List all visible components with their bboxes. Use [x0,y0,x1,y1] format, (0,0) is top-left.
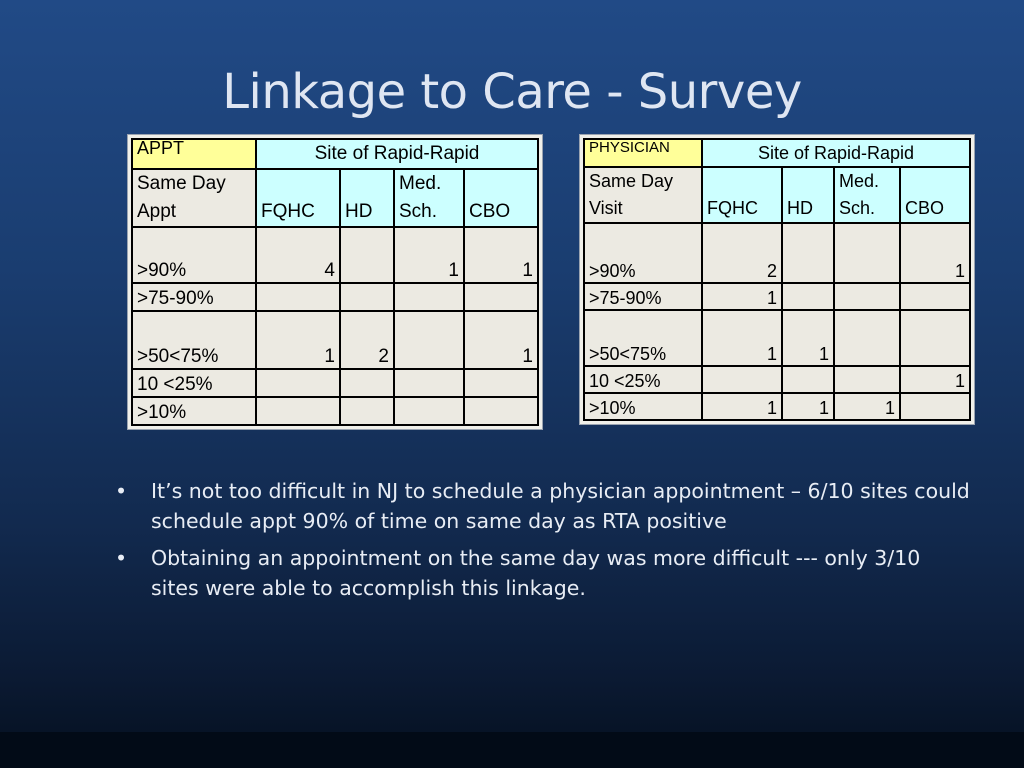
cell-fqhc [255,282,341,312]
cell-hd [781,365,835,394]
bullet-dot-icon: • [115,479,128,503]
cell-hd [339,396,395,426]
cell-hd [339,226,395,284]
row-header-line2: Visit [589,198,623,218]
cell-fqhc: 1 [701,282,783,311]
cell-hd [781,222,835,284]
cell-cbo [899,392,971,421]
cell-med-sch [833,365,901,394]
col-header-med-sch: Med. Sch. [393,168,465,228]
row-header-line2: Appt [137,201,177,222]
cell-med-sch [833,282,901,311]
cell-fqhc [701,365,783,394]
row-label: 10 <25% [131,368,257,398]
cell-cbo [463,396,539,426]
row-label: >10% [131,396,257,426]
table-row: >75-90% 1 [583,282,971,311]
table-corner-label: PHYSICIAN [583,138,703,168]
cell-med-sch [393,396,465,426]
bullet-item: • Obtaining an appointment on the same d… [113,543,973,603]
cell-fqhc: 1 [255,310,341,370]
col-header-cbo: CBO [463,168,539,228]
cell-med-sch [393,368,465,398]
table-corner-label: APPT [131,138,257,170]
appt-table-frame: APPT Site of Rapid-Rapid Same Day Appt F… [127,134,543,430]
slide-title: Linkage to Care - Survey [222,64,802,120]
cell-cbo: 1 [463,226,539,284]
col-header-fqhc: FQHC [255,168,341,228]
row-label: 10 <25% [583,365,703,394]
row-label: >90% [131,226,257,284]
bullet-list: • It’s not too difficult in NJ to schedu… [113,476,973,610]
bullet-item: • It’s not too difficult in NJ to schedu… [113,476,973,536]
col-header-cbo: CBO [899,166,971,224]
row-label: >75-90% [583,282,703,311]
site-header: Site of Rapid-Rapid [701,138,971,168]
col-header-fqhc: FQHC [701,166,783,224]
cell-fqhc: 4 [255,226,341,284]
physician-table: PHYSICIAN Site of Rapid-Rapid Same Day V… [583,138,971,421]
table-row: >50<75% 1 2 1 [131,310,539,370]
cell-cbo [899,282,971,311]
row-label: >50<75% [131,310,257,370]
cell-med-sch [833,222,901,284]
table-row: >50<75% 1 1 [583,309,971,367]
bottom-band [0,732,1024,768]
table-row: >10% 1 1 1 [583,392,971,421]
table-row: 10 <25% 1 [583,365,971,394]
col-header-hd: HD [781,166,835,224]
col-header-med-sch: Med. Sch. [833,166,901,224]
cell-hd: 1 [781,309,835,367]
cell-cbo [463,282,539,312]
cell-med-sch [393,282,465,312]
cell-fqhc: 1 [701,309,783,367]
row-header-line1: Same Day [589,171,674,191]
cell-cbo: 1 [899,222,971,284]
cell-med-sch: 1 [393,226,465,284]
cell-cbo: 1 [463,310,539,370]
site-header: Site of Rapid-Rapid [255,138,539,170]
table-row: 10 <25% [131,368,539,398]
table-row: >90% 4 1 1 [131,226,539,284]
col-header-hd: HD [339,168,395,228]
bullet-text: Obtaining an appointment on the same day… [151,546,921,600]
cell-hd [339,282,395,312]
row-header-line1: Same Day [137,173,226,194]
table-row: >75-90% [131,282,539,312]
row-header: Same Day Visit [583,166,703,224]
cell-hd [339,368,395,398]
cell-fqhc [255,396,341,426]
cell-hd: 2 [339,310,395,370]
table-row: >10% [131,396,539,426]
table-row: >90% 2 1 [583,222,971,284]
row-label: >50<75% [583,309,703,367]
row-label: >10% [583,392,703,421]
physician-table-frame: PHYSICIAN Site of Rapid-Rapid Same Day V… [579,134,975,425]
cell-fqhc [255,368,341,398]
cell-med-sch [833,309,901,367]
cell-cbo: 1 [899,365,971,394]
bullet-dot-icon: • [115,546,128,570]
cell-fqhc: 2 [701,222,783,284]
row-label: >75-90% [131,282,257,312]
cell-cbo [463,368,539,398]
cell-hd [781,282,835,311]
cell-fqhc: 1 [701,392,783,421]
row-label: >90% [583,222,703,284]
cell-hd: 1 [781,392,835,421]
bullet-text: It’s not too difficult in NJ to schedule… [151,479,970,533]
cell-med-sch: 1 [833,392,901,421]
row-header: Same Day Appt [131,168,257,228]
appt-table: APPT Site of Rapid-Rapid Same Day Appt F… [131,138,539,426]
cell-cbo [899,309,971,367]
cell-med-sch [393,310,465,370]
